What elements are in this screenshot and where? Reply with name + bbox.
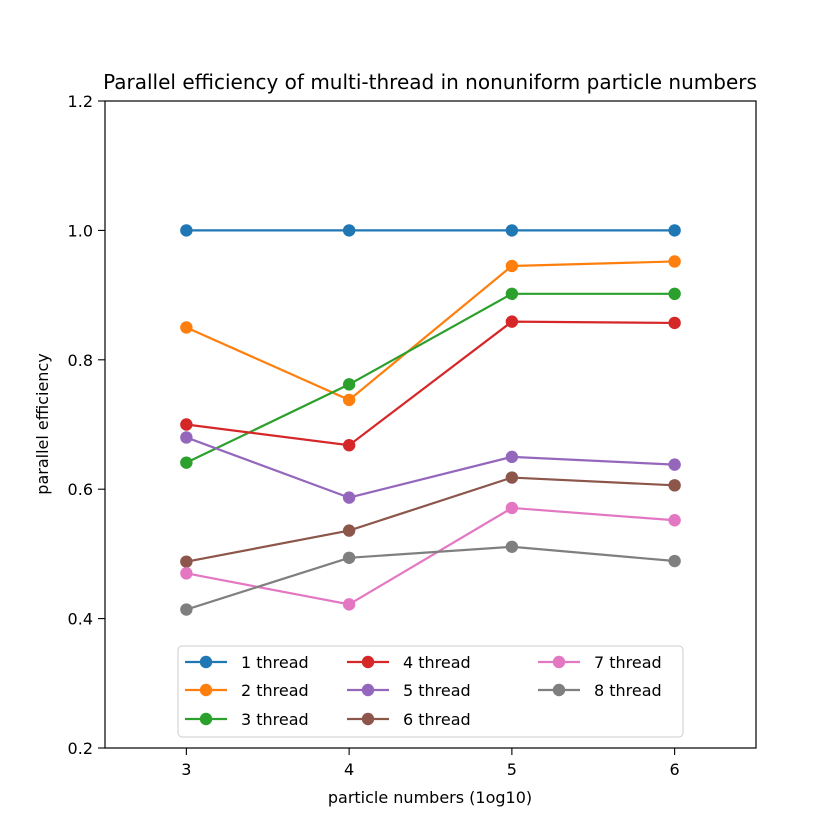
legend-box — [177, 645, 684, 738]
legend-item: 3 thread — [185, 710, 309, 729]
data-point — [180, 567, 193, 580]
data-point — [342, 491, 356, 504]
x-tick-label: 5 — [507, 760, 517, 779]
y-tick-label: 0.2 — [68, 739, 93, 758]
x-axis: 3 4 5 6 — [181, 748, 680, 779]
data-point — [180, 321, 193, 334]
legend-item: 1 thread — [185, 653, 309, 672]
y-tick-label: 0.8 — [68, 351, 93, 370]
y-axis-label: parallel efficiency — [33, 353, 52, 494]
legend-item: 2 thread — [185, 681, 309, 700]
data-point — [668, 287, 681, 301]
series-3-thread — [180, 287, 681, 469]
legend-swatch-marker — [361, 655, 375, 669]
legend-swatch-marker — [552, 655, 566, 669]
x-axis-label: particle numbers (1og10) — [328, 788, 532, 807]
data-point — [180, 456, 193, 469]
legend-item: 5 thread — [347, 681, 471, 700]
legend-swatch-marker — [361, 683, 375, 697]
y-tick-label: 1.0 — [68, 221, 93, 240]
plot-frame — [104, 100, 757, 749]
legend-swatch-marker — [199, 655, 213, 669]
series-line — [186, 545, 675, 611]
y-tick-label: 0.4 — [68, 610, 93, 629]
legend-label: 6 thread — [403, 710, 471, 729]
legend-swatch-marker — [552, 683, 566, 697]
data-point — [668, 554, 681, 568]
data-point — [180, 418, 193, 431]
x-tick-label: 4 — [344, 760, 354, 779]
data-point — [505, 501, 519, 515]
series-line — [185, 260, 675, 402]
data-point — [342, 393, 356, 407]
data-point — [505, 450, 519, 464]
chart-title: Parallel efficiency of multi-thread in n… — [103, 70, 757, 94]
data-point — [668, 316, 681, 330]
legend-item: 4 thread — [347, 653, 471, 672]
series-5-thread — [180, 431, 681, 504]
x-tick-label: 3 — [181, 760, 191, 779]
series-line — [186, 506, 675, 606]
data-point — [505, 471, 519, 484]
series-4-thread — [180, 315, 681, 452]
y-tick-label: 0.6 — [68, 480, 93, 499]
data-point — [505, 540, 519, 553]
data-point — [342, 524, 356, 537]
series-6-thread — [180, 471, 681, 568]
series-1-thread — [180, 224, 681, 237]
legend-swatch-marker — [199, 683, 213, 697]
series-line — [186, 476, 675, 563]
legend-label: 3 thread — [241, 710, 309, 729]
data-point — [342, 598, 356, 611]
legend-item: 8 thread — [538, 681, 662, 700]
series-line — [186, 320, 675, 447]
data-point — [668, 479, 681, 492]
data-point — [668, 224, 681, 237]
legend-label: 4 thread — [403, 653, 471, 672]
data-point — [342, 439, 356, 452]
series-line — [185, 436, 675, 499]
data-point — [668, 514, 681, 527]
data-point — [668, 255, 681, 268]
series-layer — [180, 224, 681, 616]
legend-swatch-marker — [361, 712, 375, 726]
data-point — [180, 603, 193, 616]
x-tick-label: 6 — [670, 760, 680, 779]
series-2-thread — [180, 255, 681, 407]
legend-label: 1 thread — [241, 653, 309, 672]
plot-area — [105, 101, 756, 748]
data-point — [505, 315, 519, 328]
legend-label: 5 thread — [403, 681, 471, 700]
data-point — [180, 555, 193, 568]
data-point — [180, 224, 193, 237]
legend: 1 thread 2 thread 3 thread 4 thread 5 thread… — [177, 645, 684, 738]
series-line — [185, 292, 675, 464]
y-axis: 0.2 0.4 0.6 0.8 1.0 1.2 — [68, 92, 105, 758]
legend-label: 2 thread — [241, 681, 309, 700]
y-tick-label: 1.2 — [68, 92, 93, 111]
series-8-thread — [180, 540, 681, 616]
data-point — [342, 224, 356, 237]
data-point — [342, 378, 356, 391]
legend-item: 6 thread — [347, 710, 471, 729]
data-point — [505, 224, 519, 237]
data-point — [505, 259, 519, 273]
legend-label: 7 thread — [594, 653, 662, 672]
legend-item: 7 thread — [538, 653, 662, 672]
data-point — [668, 458, 681, 471]
data-point — [342, 551, 356, 564]
series-7-thread — [180, 501, 681, 611]
data-point — [180, 431, 193, 444]
legend-label: 8 thread — [594, 681, 662, 700]
data-point — [505, 287, 519, 301]
legend-swatch-marker — [199, 712, 213, 726]
